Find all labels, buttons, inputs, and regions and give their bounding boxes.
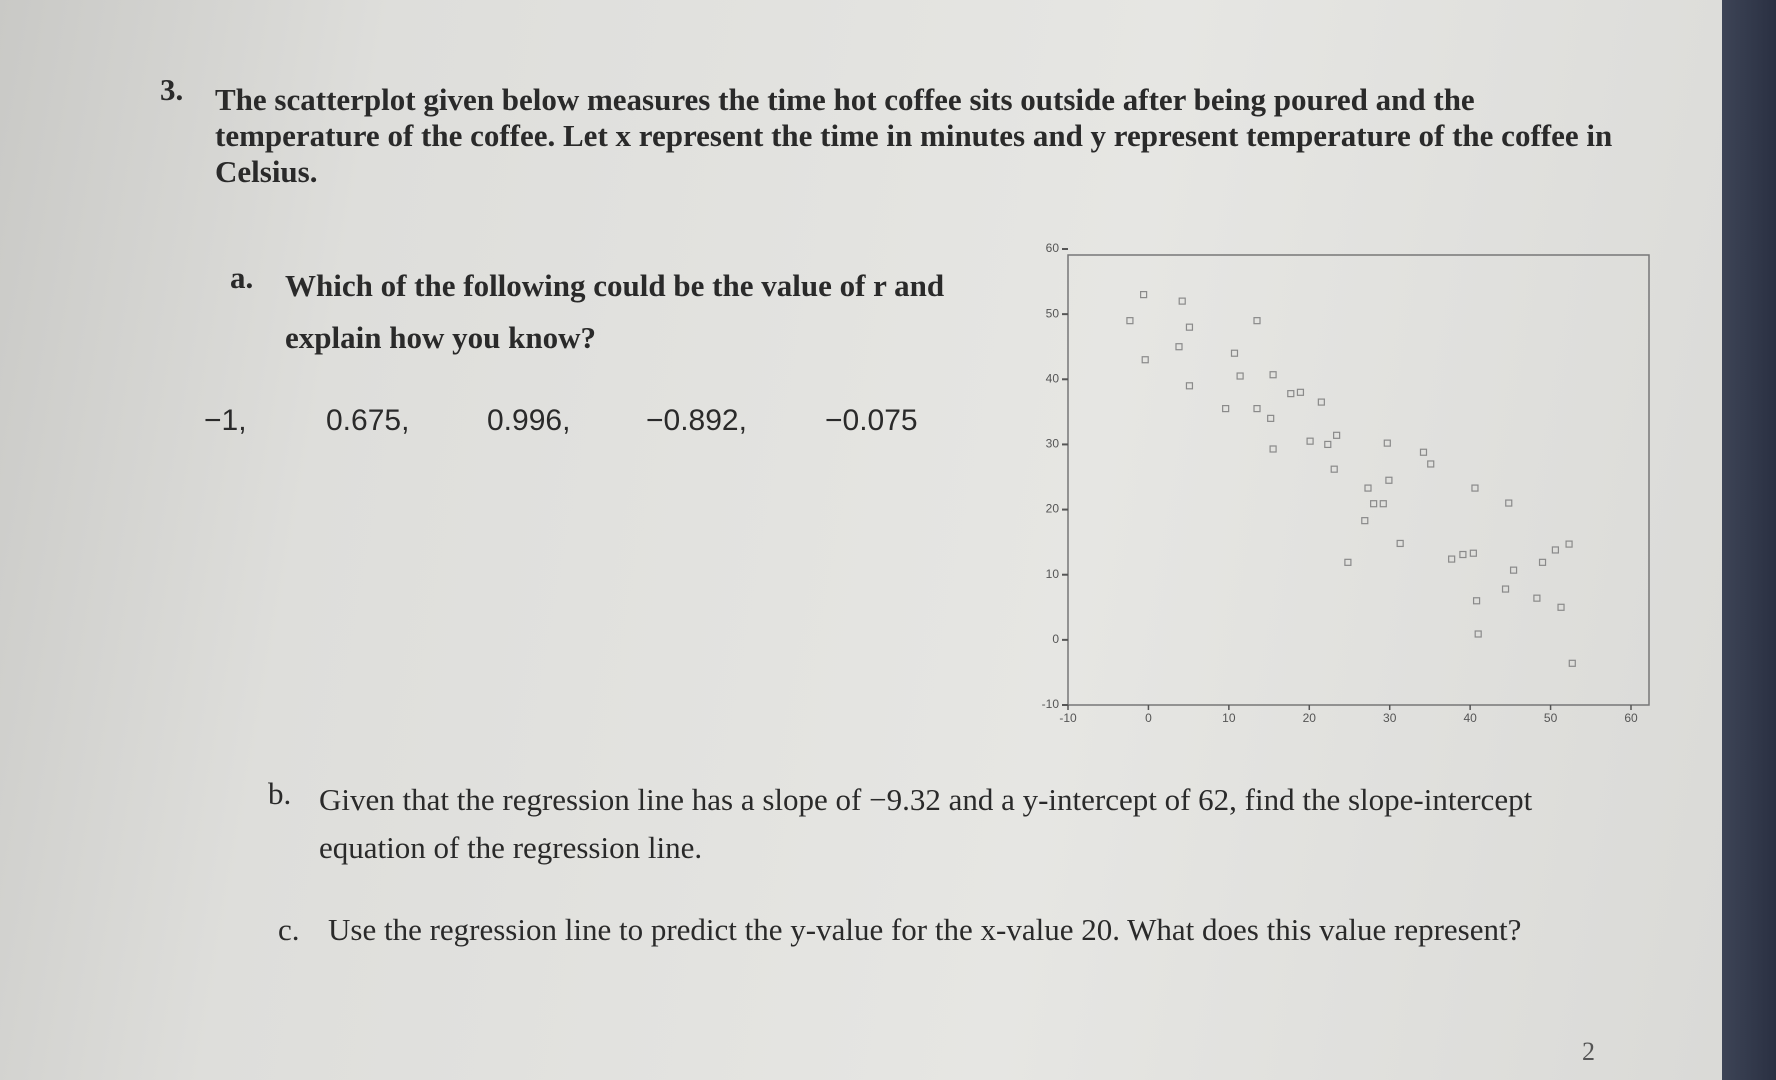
plot-frame bbox=[1067, 254, 1650, 706]
point bbox=[1140, 291, 1148, 299]
point bbox=[1361, 517, 1369, 525]
part-b-label: b. bbox=[268, 776, 292, 811]
point bbox=[1269, 371, 1277, 379]
point bbox=[1178, 297, 1186, 305]
y-tick-label: 0 bbox=[1052, 632, 1059, 646]
point bbox=[1379, 500, 1387, 508]
point bbox=[1459, 550, 1467, 559]
part-a-text: Which of the following could be the valu… bbox=[285, 268, 945, 355]
point bbox=[1253, 405, 1261, 413]
question-text: The scatterplot given below measures the… bbox=[215, 82, 1613, 189]
page-number: 2 bbox=[1582, 1037, 1595, 1066]
point bbox=[1370, 500, 1378, 508]
point bbox=[1333, 431, 1341, 439]
y-tick-label: 20 bbox=[1046, 502, 1060, 516]
y-tick-label: 10 bbox=[1046, 567, 1060, 581]
point bbox=[1344, 558, 1352, 566]
point bbox=[1501, 585, 1510, 593]
point bbox=[1469, 549, 1477, 557]
point bbox=[1269, 445, 1277, 453]
point bbox=[1474, 630, 1482, 638]
point bbox=[1236, 372, 1244, 380]
point bbox=[1383, 439, 1391, 447]
point bbox=[1230, 349, 1239, 357]
point bbox=[1505, 499, 1513, 507]
option: −0.075 bbox=[825, 404, 918, 437]
x-tick-label: 10 bbox=[1222, 711, 1236, 725]
x-tick-label: 50 bbox=[1544, 711, 1558, 725]
y-tick-label: 40 bbox=[1046, 371, 1060, 385]
point bbox=[1419, 448, 1428, 456]
option: 0.675, bbox=[326, 404, 410, 437]
question-number: 3. bbox=[160, 72, 184, 107]
option: 0.996, bbox=[487, 404, 571, 437]
point bbox=[1568, 659, 1576, 667]
point bbox=[1472, 597, 1481, 605]
option: −0.892, bbox=[646, 404, 747, 437]
point bbox=[1448, 555, 1456, 563]
x-tick-label: 60 bbox=[1624, 711, 1638, 725]
x-tick-label: 40 bbox=[1463, 711, 1477, 725]
point bbox=[1565, 540, 1573, 548]
point bbox=[1253, 317, 1261, 325]
y-tick-label: 50 bbox=[1046, 306, 1060, 320]
point bbox=[1296, 388, 1305, 396]
point bbox=[1471, 484, 1479, 492]
screen-edge bbox=[1722, 0, 1776, 1080]
point bbox=[1175, 343, 1183, 351]
point bbox=[1509, 566, 1518, 574]
x-tick-label: 20 bbox=[1303, 711, 1317, 725]
point bbox=[1533, 594, 1541, 602]
x-tick-label: 0 bbox=[1145, 711, 1152, 725]
point bbox=[1185, 382, 1194, 390]
point bbox=[1557, 603, 1565, 611]
part-b-text: Given that the regression line has a slo… bbox=[319, 782, 1533, 865]
point bbox=[1324, 440, 1332, 449]
point bbox=[1141, 356, 1149, 364]
point bbox=[1185, 323, 1194, 331]
point bbox=[1317, 398, 1325, 406]
point bbox=[1364, 484, 1372, 492]
point bbox=[1306, 437, 1314, 445]
point bbox=[1126, 317, 1134, 325]
y-tick-label: 30 bbox=[1046, 437, 1060, 451]
x-tick-label: -10 bbox=[1059, 711, 1077, 725]
x-tick-label: 30 bbox=[1383, 711, 1397, 725]
y-tick-label: -10 bbox=[1042, 697, 1060, 711]
y-tick-label: 60 bbox=[1046, 241, 1060, 255]
point bbox=[1396, 539, 1404, 548]
part-a-label: a. bbox=[230, 260, 254, 295]
point bbox=[1267, 414, 1275, 422]
part-c-text: Use the regression line to predict the y… bbox=[328, 912, 1522, 947]
option: −1, bbox=[204, 404, 247, 437]
point bbox=[1287, 390, 1295, 398]
point bbox=[1551, 546, 1559, 554]
point bbox=[1222, 405, 1230, 413]
part-c-label: c. bbox=[278, 912, 300, 947]
point bbox=[1330, 465, 1338, 473]
point bbox=[1385, 476, 1393, 484]
point bbox=[1538, 558, 1547, 566]
point bbox=[1427, 460, 1435, 468]
